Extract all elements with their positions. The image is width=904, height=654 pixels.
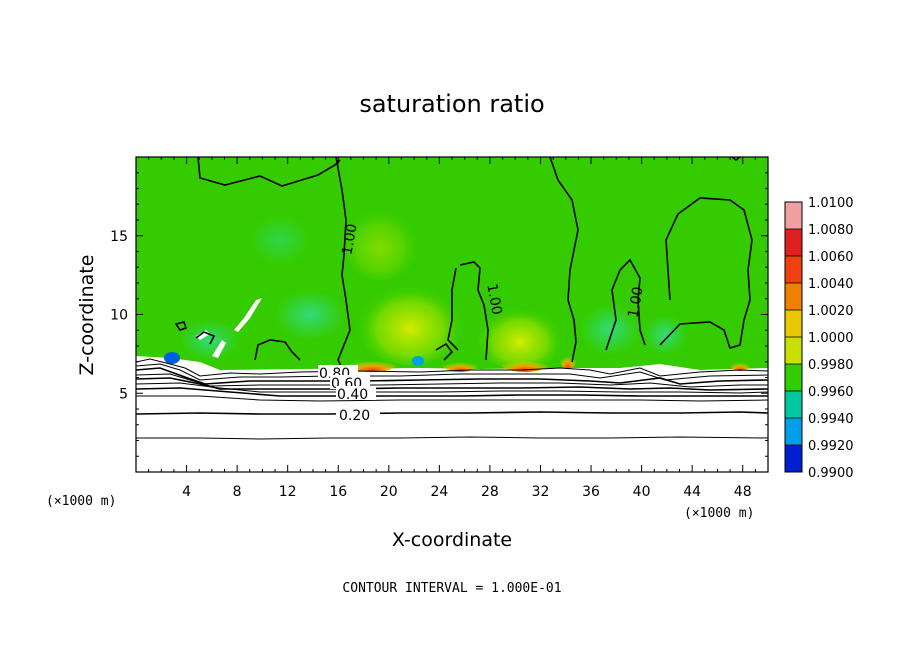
y-tick-label: 15	[110, 229, 128, 245]
colorbar-label: 1.0020	[808, 304, 854, 319]
dry-filament	[234, 298, 262, 332]
x-tick-label: 28	[481, 484, 499, 500]
colorbar-swatch	[785, 337, 802, 364]
field-patch-yellow	[355, 275, 465, 365]
dry-filament	[212, 340, 226, 358]
colorbar-swatch	[785, 229, 802, 256]
y-tick-label: 5	[119, 386, 128, 402]
colorbar-swatch	[785, 256, 802, 283]
colorbar-swatch	[785, 310, 802, 337]
colorbar-label: 0.9960	[808, 385, 854, 400]
contour-label: 1.00	[339, 223, 360, 256]
x-unit-note: (×1000 m)	[684, 506, 754, 521]
field-patch-cyan	[180, 320, 240, 360]
colorbar-label: 1.0060	[808, 250, 854, 265]
colorbar-label: 0.9900	[808, 466, 854, 481]
contour-interval-note: CONTOUR INTERVAL = 1.000E-01	[342, 581, 561, 596]
plot-area: 1.00 1.00 1.00 0.80 0.60 0.40 0.20	[136, 157, 768, 472]
x-tick-label: 44	[683, 484, 701, 500]
contour-label: 1.00	[483, 283, 504, 316]
field-patch-cyan	[250, 215, 310, 265]
contour-labels: 1.00 1.00 1.00 0.80 0.60 0.40 0.20	[318, 223, 647, 424]
x-tick-label: 32	[532, 484, 550, 500]
field-patch-orange	[442, 358, 478, 372]
x-tick-label: 24	[430, 484, 448, 500]
field-patch-orange	[501, 356, 549, 372]
chart-title: saturation ratio	[359, 90, 544, 118]
colorbar-label: 1.0000	[808, 331, 854, 346]
colorbar-label: 0.9980	[808, 358, 854, 373]
x-axis: 4 8 12 16 20 24 28 32 36 40 44 48	[135, 157, 769, 500]
field-patch-blue	[412, 356, 424, 366]
x-axis-label: X-coordinate	[392, 529, 512, 551]
colorbar-label: 1.0080	[808, 223, 854, 238]
colorbar-swatch	[785, 283, 802, 310]
field-patch-cyan	[275, 290, 345, 340]
contours-cloud	[174, 157, 753, 369]
field-patch-orange	[730, 359, 750, 371]
y-unit-note: (×1000 m)	[46, 494, 116, 509]
colorbar-swatch	[785, 445, 802, 472]
x-tick-label: 16	[329, 484, 347, 500]
x-tick-label: 36	[582, 484, 600, 500]
field-patch-orange	[346, 356, 398, 372]
x-tick-label: 48	[734, 484, 752, 500]
colorbar-label: 1.0100	[808, 196, 854, 211]
x-tick-label: 40	[633, 484, 651, 500]
x-tick-label: 12	[279, 484, 297, 500]
y-tick-label: 10	[110, 308, 128, 324]
colorbar-swatch	[785, 391, 802, 418]
x-tick-label: 8	[233, 484, 242, 500]
field-patch-orange	[560, 351, 576, 369]
y-axis-label: Z-coordinate	[76, 255, 98, 376]
colorbar-label: 0.9940	[808, 412, 854, 427]
colorbar-swatch	[785, 364, 802, 391]
contour-label: 0.40	[337, 387, 368, 403]
contour-label: 1.00	[625, 286, 646, 319]
colorbar-swatch	[785, 418, 802, 445]
field-patch-cyan	[580, 305, 640, 355]
colorbar-swatch	[785, 202, 802, 229]
colorbar: 1.0100 1.0080 1.0060 1.0040 1.0020 1.0000 0.99…	[784, 196, 854, 481]
x-tick-label: 20	[380, 484, 398, 500]
contours-stable	[136, 358, 768, 440]
contour-label: 0.20	[339, 408, 370, 424]
y-axis: 5 10 15	[110, 156, 768, 473]
colorbar-label: 1.0040	[808, 277, 854, 292]
field-patch-cyan	[643, 315, 687, 355]
field-patch-blue	[164, 352, 180, 364]
colorbar-label: 0.9920	[808, 439, 854, 454]
field-patch-yellow	[340, 200, 420, 280]
field-patch-yellow	[475, 300, 565, 370]
x-tick-label: 4	[182, 484, 191, 500]
